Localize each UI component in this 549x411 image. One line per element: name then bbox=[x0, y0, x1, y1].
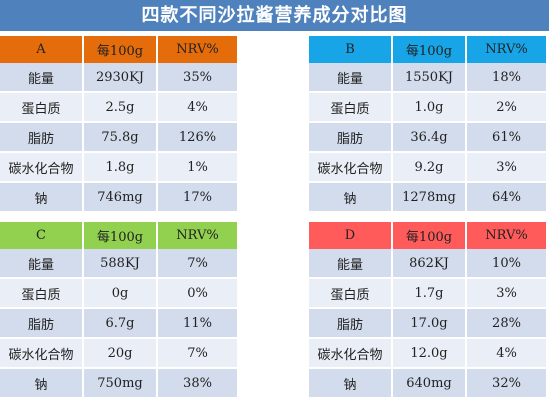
nrv-percent: 61% bbox=[465, 121, 546, 152]
amount-per-100g: 1.8g bbox=[82, 151, 157, 182]
table-row: 蛋白质 1.0g 2% bbox=[309, 91, 546, 122]
per-100g-header: 每100g bbox=[82, 222, 157, 249]
table-row: 能量 588KJ 7% bbox=[0, 249, 237, 278]
nrv-percent: 1% bbox=[156, 151, 237, 182]
amount-per-100g: 2930KJ bbox=[82, 63, 157, 92]
nrv-percent: 4% bbox=[156, 91, 237, 122]
nutrient-name: 钠 bbox=[0, 367, 83, 397]
nutrient-name: 碳水化合物 bbox=[309, 337, 392, 368]
nutrient-name: 能量 bbox=[0, 63, 83, 92]
brand-label: C bbox=[0, 222, 83, 249]
nrv-percent: 11% bbox=[156, 307, 237, 338]
amount-per-100g: 588KJ bbox=[82, 249, 157, 278]
brand-label: B bbox=[309, 36, 392, 63]
nrv-percent: 126% bbox=[156, 121, 237, 152]
nrv-header: NRV% bbox=[465, 222, 546, 249]
brand-label: D bbox=[309, 222, 392, 249]
nrv-percent: 4% bbox=[465, 337, 546, 368]
nutrient-name: 脂肪 bbox=[309, 307, 392, 338]
table-row: 蛋白质 2.5g 4% bbox=[0, 91, 237, 122]
nutrient-name: 蛋白质 bbox=[309, 277, 392, 308]
nutrient-name: 脂肪 bbox=[0, 307, 83, 338]
nutrient-name: 碳水化合物 bbox=[309, 151, 392, 182]
amount-per-100g: 1.7g bbox=[391, 277, 466, 308]
table-row: 碳水化合物 20g 7% bbox=[0, 337, 237, 368]
nrv-percent: 35% bbox=[156, 63, 237, 92]
nutrition-table-c: C 每100g NRV% 能量 588KJ 7% 蛋白质 0g 0% 脂肪 6.… bbox=[0, 222, 237, 397]
table-row: 脂肪 36.4g 61% bbox=[309, 121, 546, 152]
amount-per-100g: 20g bbox=[82, 337, 157, 368]
amount-per-100g: 1.0g bbox=[391, 91, 466, 122]
brand-label: A bbox=[0, 36, 83, 63]
nrv-percent: 32% bbox=[465, 367, 546, 397]
nrv-percent: 18% bbox=[465, 63, 546, 92]
table-row: 蛋白质 1.7g 3% bbox=[309, 277, 546, 308]
nrv-percent: 38% bbox=[156, 367, 237, 397]
nrv-percent: 2% bbox=[465, 91, 546, 122]
per-100g-header: 每100g bbox=[82, 36, 157, 63]
nutrient-name: 钠 bbox=[309, 367, 392, 397]
amount-per-100g: 2.5g bbox=[82, 91, 157, 122]
amount-per-100g: 862KJ bbox=[391, 249, 466, 278]
nrv-header: NRV% bbox=[465, 36, 546, 63]
amount-per-100g: 12.0g bbox=[391, 337, 466, 368]
amount-per-100g: 6.7g bbox=[82, 307, 157, 338]
table-row: 能量 1550KJ 18% bbox=[309, 63, 546, 92]
nrv-header: NRV% bbox=[156, 222, 237, 249]
nutrient-name: 能量 bbox=[0, 249, 83, 278]
page-title: 四款不同沙拉酱营养成分对比图 bbox=[0, 0, 549, 31]
nrv-percent: 3% bbox=[465, 151, 546, 182]
amount-per-100g: 640mg bbox=[391, 367, 466, 397]
amount-per-100g: 36.4g bbox=[391, 121, 466, 152]
nrv-percent: 3% bbox=[465, 277, 546, 308]
table-row: 钠 1278mg 64% bbox=[309, 181, 546, 211]
nrv-percent: 7% bbox=[156, 249, 237, 278]
per-100g-header: 每100g bbox=[391, 222, 466, 249]
nutrient-name: 钠 bbox=[0, 181, 83, 211]
table-row: 碳水化合物 12.0g 4% bbox=[309, 337, 546, 368]
amount-per-100g: 0g bbox=[82, 277, 157, 308]
nrv-percent: 64% bbox=[465, 181, 546, 211]
nutrient-name: 碳水化合物 bbox=[0, 337, 83, 368]
nrv-percent: 28% bbox=[465, 307, 546, 338]
nrv-percent: 0% bbox=[156, 277, 237, 308]
amount-per-100g: 75.8g bbox=[82, 121, 157, 152]
nutrient-name: 钠 bbox=[309, 181, 392, 211]
nrv-percent: 7% bbox=[156, 337, 237, 368]
table-row: 钠 640mg 32% bbox=[309, 367, 546, 397]
nutrition-table-a: A 每100g NRV% 能量 2930KJ 35% 蛋白质 2.5g 4% 脂… bbox=[0, 36, 237, 211]
table-row: 钠 750mg 38% bbox=[0, 367, 237, 397]
nutrient-name: 蛋白质 bbox=[0, 91, 83, 122]
nutrient-name: 脂肪 bbox=[309, 121, 392, 152]
amount-per-100g: 750mg bbox=[82, 367, 157, 397]
nrv-header: NRV% bbox=[156, 36, 237, 63]
table-row: 能量 2930KJ 35% bbox=[0, 63, 237, 92]
nrv-percent: 17% bbox=[156, 181, 237, 211]
amount-per-100g: 9.2g bbox=[391, 151, 466, 182]
amount-per-100g: 746mg bbox=[82, 181, 157, 211]
table-row: 碳水化合物 9.2g 3% bbox=[309, 151, 546, 182]
nutrition-table-d: D 每100g NRV% 能量 862KJ 10% 蛋白质 1.7g 3% 脂肪… bbox=[309, 222, 546, 397]
table-row: 钠 746mg 17% bbox=[0, 181, 237, 211]
nutrition-table-b: B 每100g NRV% 能量 1550KJ 18% 蛋白质 1.0g 2% 脂… bbox=[309, 36, 546, 211]
nutrient-name: 蛋白质 bbox=[0, 277, 83, 308]
amount-per-100g: 1278mg bbox=[391, 181, 466, 211]
amount-per-100g: 1550KJ bbox=[391, 63, 466, 92]
nutrient-name: 碳水化合物 bbox=[0, 151, 83, 182]
table-row: 蛋白质 0g 0% bbox=[0, 277, 237, 308]
per-100g-header: 每100g bbox=[391, 36, 466, 63]
table-row: 脂肪 17.0g 28% bbox=[309, 307, 546, 338]
nutrient-name: 能量 bbox=[309, 63, 392, 92]
table-row: 脂肪 6.7g 11% bbox=[0, 307, 237, 338]
table-row: 能量 862KJ 10% bbox=[309, 249, 546, 278]
table-row: 碳水化合物 1.8g 1% bbox=[0, 151, 237, 182]
nutrient-name: 蛋白质 bbox=[309, 91, 392, 122]
nutrient-name: 能量 bbox=[309, 249, 392, 278]
table-row: 脂肪 75.8g 126% bbox=[0, 121, 237, 152]
nutrient-name: 脂肪 bbox=[0, 121, 83, 152]
amount-per-100g: 17.0g bbox=[391, 307, 466, 338]
nrv-percent: 10% bbox=[465, 249, 546, 278]
